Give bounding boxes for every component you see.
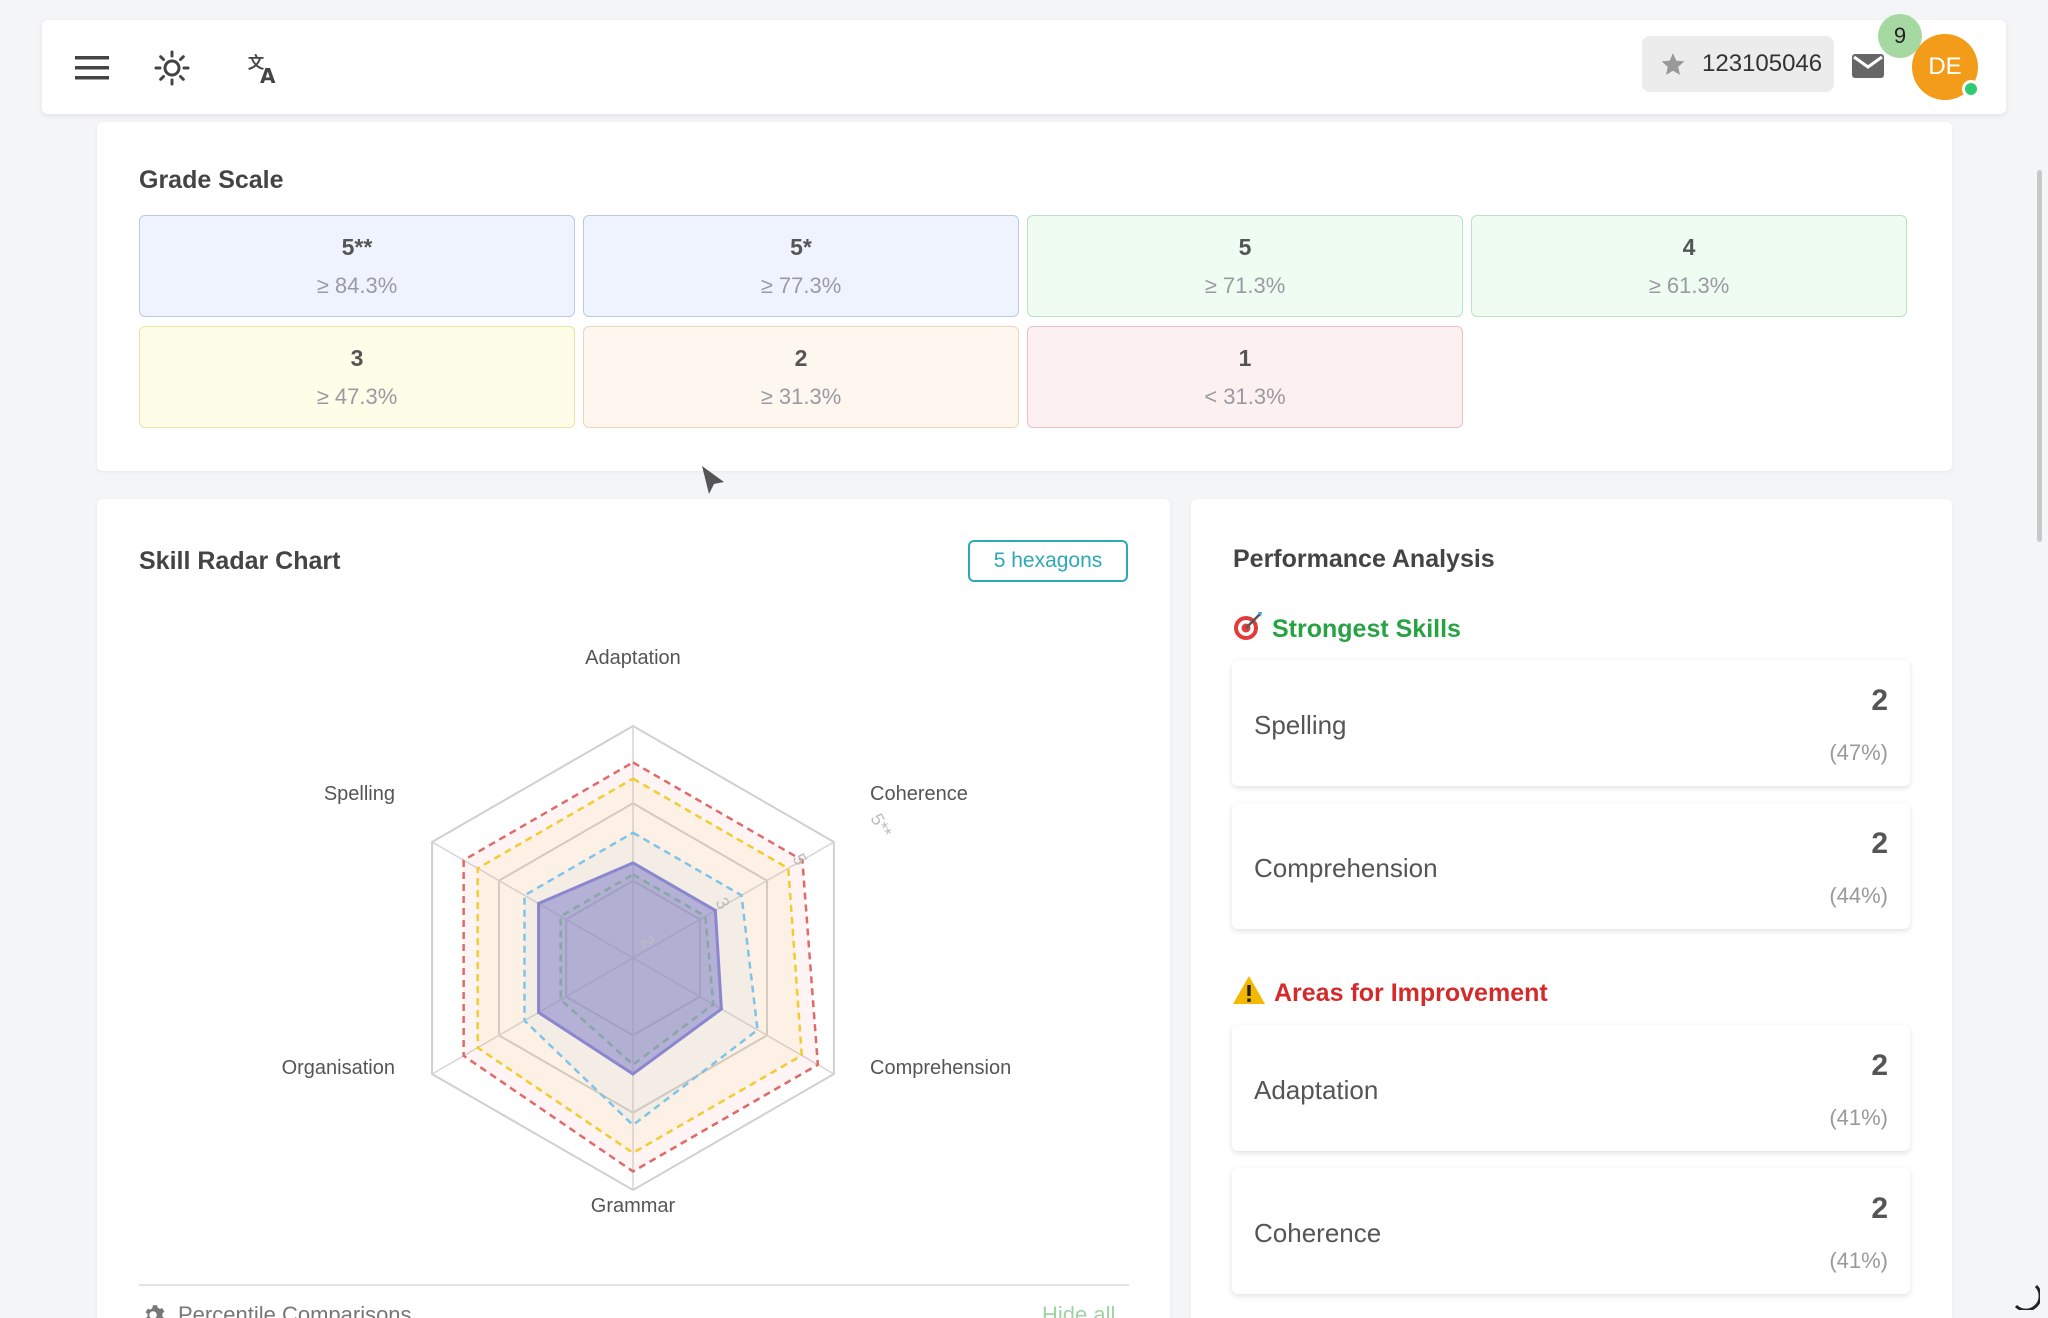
grade-box: 2 ≥ 31.3% [583,326,1019,428]
radar-ring-label: 5** [867,810,896,841]
grade-label: 1 [1238,344,1252,371]
skill-percent: (47%) [1829,740,1888,765]
grade-scale-card: Grade Scale 5** ≥ 84.3% 5* ≥ 77.3% 5 ≥ 71.3% 4… [97,122,1952,471]
strongest-skills-heading: Strongest Skills [1232,610,1461,649]
skill-card-improve-2[interactable]: Coherence 2 (41%) [1232,1168,1910,1294]
grade-box: 5* ≥ 77.3% [583,215,1019,317]
grade-box: 3 ≥ 47.3% [139,326,575,428]
mouse-pointer-icon [700,464,726,501]
top-bar: 文 A 123105046 DE 9 [42,14,2006,114]
skill-percent: (44%) [1829,883,1888,908]
menu-icon[interactable] [70,46,114,90]
grade-threshold: ≥ 61.3% [1648,272,1730,298]
theme-sun-icon[interactable] [150,46,194,90]
skill-grade: 2 [1871,1049,1888,1082]
grade-label: 4 [1682,233,1696,260]
grade-label: 2 [794,344,808,371]
grade-threshold: ≥ 84.3% [316,272,398,298]
radar-axis-label: Organisation [282,1057,395,1079]
radar-axis-label: Grammar [591,1195,676,1217]
grade-box: 4 ≥ 61.3% [1471,215,1907,317]
user-avatar[interactable]: DE [1912,34,1980,100]
skill-card-strongest-1[interactable]: Spelling 2 (47%) [1232,660,1910,786]
skill-name: Spelling [1254,710,1347,740]
percentile-comparisons-label: Percentile Comparisons [178,1302,412,1318]
warning-icon [1232,975,1266,1012]
grade-box: 1 < 31.3% [1027,326,1463,428]
skill-radar-chart: Adaptation Coherence Comprehension Grammar O… [282,647,1012,1217]
grade-box: 5 ≥ 71.3% [1027,215,1463,317]
grade-scale-title: Grade Scale [139,166,284,194]
areas-for-improvement-title: Areas for Improvement [1274,979,1548,1007]
online-status-dot [1962,80,1980,98]
points-value: 123105046 [1702,50,1823,77]
translate-icon[interactable]: 文 A [242,46,286,90]
skill-card-improve-1[interactable]: Adaptation 2 (41%) [1232,1025,1910,1151]
radar-axis-label: Comprehension [870,1057,1011,1079]
grade-label: 5 [1238,233,1252,260]
hexagon-count-badge[interactable]: 5 hexagons [968,540,1128,582]
page-scrollbar[interactable] [2037,170,2042,542]
grade-threshold: ≥ 71.3% [1204,272,1286,298]
radar-axis-label: Coherence [870,783,968,805]
star-icon [1658,49,1688,79]
svg-text:文: 文 [248,53,265,72]
grade-threshold: ≥ 77.3% [760,272,842,298]
notification-badge[interactable]: 9 [1878,14,1922,58]
radar-title: Skill Radar Chart [139,547,341,575]
areas-for-improvement-heading: Areas for Improvement [1232,975,1548,1012]
skill-name: Coherence [1254,1218,1382,1248]
hide-all-link[interactable]: Hide all [1042,1302,1116,1318]
skill-name: Comprehension [1254,853,1438,883]
strongest-skills-title: Strongest Skills [1272,615,1461,643]
radar-axis-label: Adaptation [585,647,681,669]
grade-label: 5* [790,233,812,260]
grade-threshold: ≥ 31.3% [760,383,842,409]
svg-text:A: A [260,64,276,86]
avatar-initials: DE [1928,53,1962,80]
skill-name: Adaptation [1254,1075,1379,1105]
skill-grade: 2 [1871,1192,1888,1225]
radar-axis-label: Spelling [324,783,395,805]
gear-icon[interactable] [142,1302,168,1318]
student-skill-polygon [537,861,723,1076]
points-chip[interactable]: 123105046 [1642,36,1834,92]
skill-grade: 2 [1871,684,1888,717]
skill-percent: (41%) [1829,1105,1888,1130]
performance-title: Performance Analysis [1233,545,1495,573]
skill-grade: 2 [1871,827,1888,860]
mail-icon[interactable] [1848,46,1888,86]
skill-percent: (41%) [1829,1248,1888,1273]
target-icon [1232,610,1264,649]
grade-label: 5** [341,233,373,260]
grade-box: 5** ≥ 84.3% [139,215,575,317]
loading-spinner-icon [2012,1282,2042,1315]
grade-threshold: ≥ 47.3% [316,383,398,409]
grade-label: 3 [350,344,364,371]
radar-divider [139,1284,1129,1286]
grade-threshold: < 31.3% [1204,383,1286,409]
skill-card-strongest-2[interactable]: Comprehension 2 (44%) [1232,803,1910,929]
